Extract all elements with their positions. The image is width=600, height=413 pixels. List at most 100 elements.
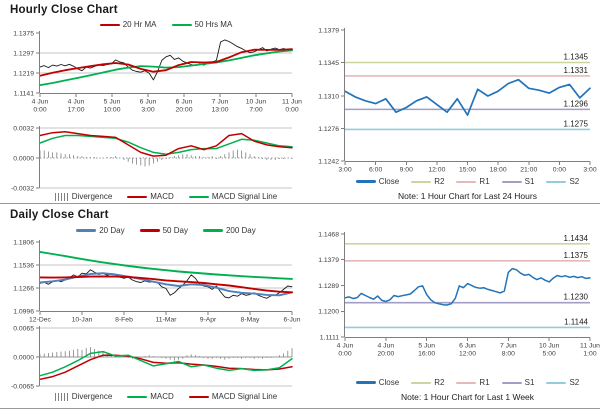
x-tick-label: 8-May <box>241 317 260 324</box>
ma50-line-marker-icon <box>171 23 192 26</box>
legend-item: Divergence <box>54 192 113 201</box>
level-label-s1: 1.1296 <box>564 99 589 108</box>
close-line <box>344 267 591 306</box>
legend-label: S1 <box>524 177 535 186</box>
legend-item: Divergence <box>54 392 113 401</box>
y-tick-label: 1.1266 <box>13 285 34 292</box>
legend-label: Close <box>378 177 400 186</box>
legend-item: 20 Hr MA <box>99 20 157 29</box>
x-tick-label: 18:00 <box>490 167 507 174</box>
level-label-r2: 1.1345 <box>564 53 589 62</box>
legend-label: Close <box>378 378 400 387</box>
x-tick-label: 4 Jun <box>32 99 49 106</box>
legend-item: MACD Signal Line <box>188 392 278 401</box>
legend-item: S2 <box>546 378 579 387</box>
x-tick-label: 0:00 <box>33 107 46 114</box>
legend-label: S2 <box>569 378 580 387</box>
r2-line-marker-icon <box>411 180 432 183</box>
legend-item: S1 <box>501 177 535 186</box>
ma50-day-line-marker-icon <box>139 229 160 232</box>
y-tick-label: 1.1345 <box>318 60 339 67</box>
legend-item: R2 <box>411 378 444 387</box>
s2-line-marker-icon <box>546 180 567 183</box>
daily-price-pane: 1.1806 1.1536 1.1266 1.0996 12-Dec 10-Jan 8-Fe… <box>13 239 301 323</box>
x-tick-label: 16:00 <box>418 351 435 358</box>
legend-item: R2 <box>411 177 444 186</box>
x-tick-label: 6 Jun <box>176 99 193 106</box>
close-line <box>39 269 293 299</box>
daily-macd-legend: Divergence MACD MACD Signal Line <box>40 392 292 401</box>
legend-item: 50 Day <box>139 226 188 235</box>
x-tick-label: 12:00 <box>459 351 476 358</box>
y-tick-label: 1.1276 <box>318 126 339 133</box>
x-tick-label: 8:00 <box>502 351 515 358</box>
s2-line-marker-icon <box>546 381 567 384</box>
s1-line-marker-icon <box>501 180 522 183</box>
x-tick-label: 7:00 <box>249 107 262 114</box>
macd-line <box>39 131 293 157</box>
divergence-bars <box>39 347 293 361</box>
x-tick-label: 6-Jun <box>283 317 300 324</box>
y-tick-label: 1.1310 <box>318 93 339 100</box>
y-tick-label: 1.1379 <box>318 257 339 264</box>
macd-line <box>39 350 293 377</box>
x-tick-label: 11 Jun <box>282 99 302 106</box>
y-tick-label: 1.1806 <box>13 239 34 246</box>
close-line-marker-icon <box>355 180 376 183</box>
legend-label: R2 <box>434 177 445 186</box>
legend-item: S2 <box>546 177 579 186</box>
legend-item: 50 Hrs MA <box>171 20 233 29</box>
x-tick-label: 0:00 <box>338 351 351 358</box>
ma50-line <box>39 275 293 294</box>
x-tick-label: 12:00 <box>428 167 445 174</box>
x-tick-label: 6:00 <box>369 167 382 174</box>
x-tick-label: 8-Feb <box>115 317 133 324</box>
x-tick-label: 3:00 <box>338 167 351 174</box>
x-tick-label: 4 Jun <box>337 343 354 350</box>
x-tick-label: 13:00 <box>211 107 228 114</box>
legend-label: Divergence <box>71 392 113 401</box>
x-tick-label: 4 Jun <box>68 99 85 106</box>
x-tick-label: 6 Jun <box>459 343 476 350</box>
s1-line-marker-icon <box>501 381 522 384</box>
y-tick-label: 1.1289 <box>318 283 339 290</box>
level-label-s1: 1.1230 <box>564 293 589 302</box>
r1-line-marker-icon <box>456 180 477 183</box>
divergence-bars <box>39 149 293 167</box>
y-tick-label: 1.1468 <box>318 231 339 238</box>
y-tick-label: 0.0000 <box>13 155 34 162</box>
legend-label: 50 Hrs MA <box>194 20 233 29</box>
hourly-ma-legend: 20 Hr MA 50 Hrs MA <box>40 20 292 29</box>
legend-label: S2 <box>569 177 580 186</box>
y-tick-label: -0.0065 <box>11 383 34 390</box>
divergence-bars-marker-icon <box>54 392 69 401</box>
x-tick-label: 10-Jan <box>72 317 93 324</box>
close-line <box>39 39 293 81</box>
x-tick-label: 5 Jun <box>104 99 121 106</box>
y-tick-label: 0.0032 <box>13 125 34 132</box>
signal-line <box>39 354 293 381</box>
x-tick-label: 5:00 <box>543 351 556 358</box>
y-tick-label: 1.1200 <box>318 309 339 316</box>
macd-signal-line-marker-icon <box>188 195 209 198</box>
legend-item: 20 Day <box>76 226 125 235</box>
r2-line-marker-icon <box>411 381 432 384</box>
x-tick-label: 5 Jun <box>418 343 435 350</box>
y-tick-label: 1.1242 <box>318 158 339 165</box>
y-tick-label: 1.1375 <box>13 30 34 37</box>
y-tick-label: 1.1297 <box>13 50 34 57</box>
r1-line-marker-icon <box>456 381 477 384</box>
legend-label: Divergence <box>71 192 113 201</box>
y-tick-label: 1.0996 <box>13 308 34 315</box>
daily-ma-legend: 20 Day 50 Day 200 Day <box>40 226 292 235</box>
ma200-line <box>39 250 293 280</box>
daily-macd-pane: 0.0065 0.0000 -0.0065 <box>11 325 293 390</box>
legend-label: S1 <box>524 378 535 387</box>
x-tick-label: 10:00 <box>103 107 120 114</box>
macd-line-marker-icon <box>127 195 148 198</box>
ma20-day-line-marker-icon <box>76 229 97 232</box>
legend-label: R1 <box>479 177 490 186</box>
legend-label: MACD Signal Line <box>211 392 278 401</box>
